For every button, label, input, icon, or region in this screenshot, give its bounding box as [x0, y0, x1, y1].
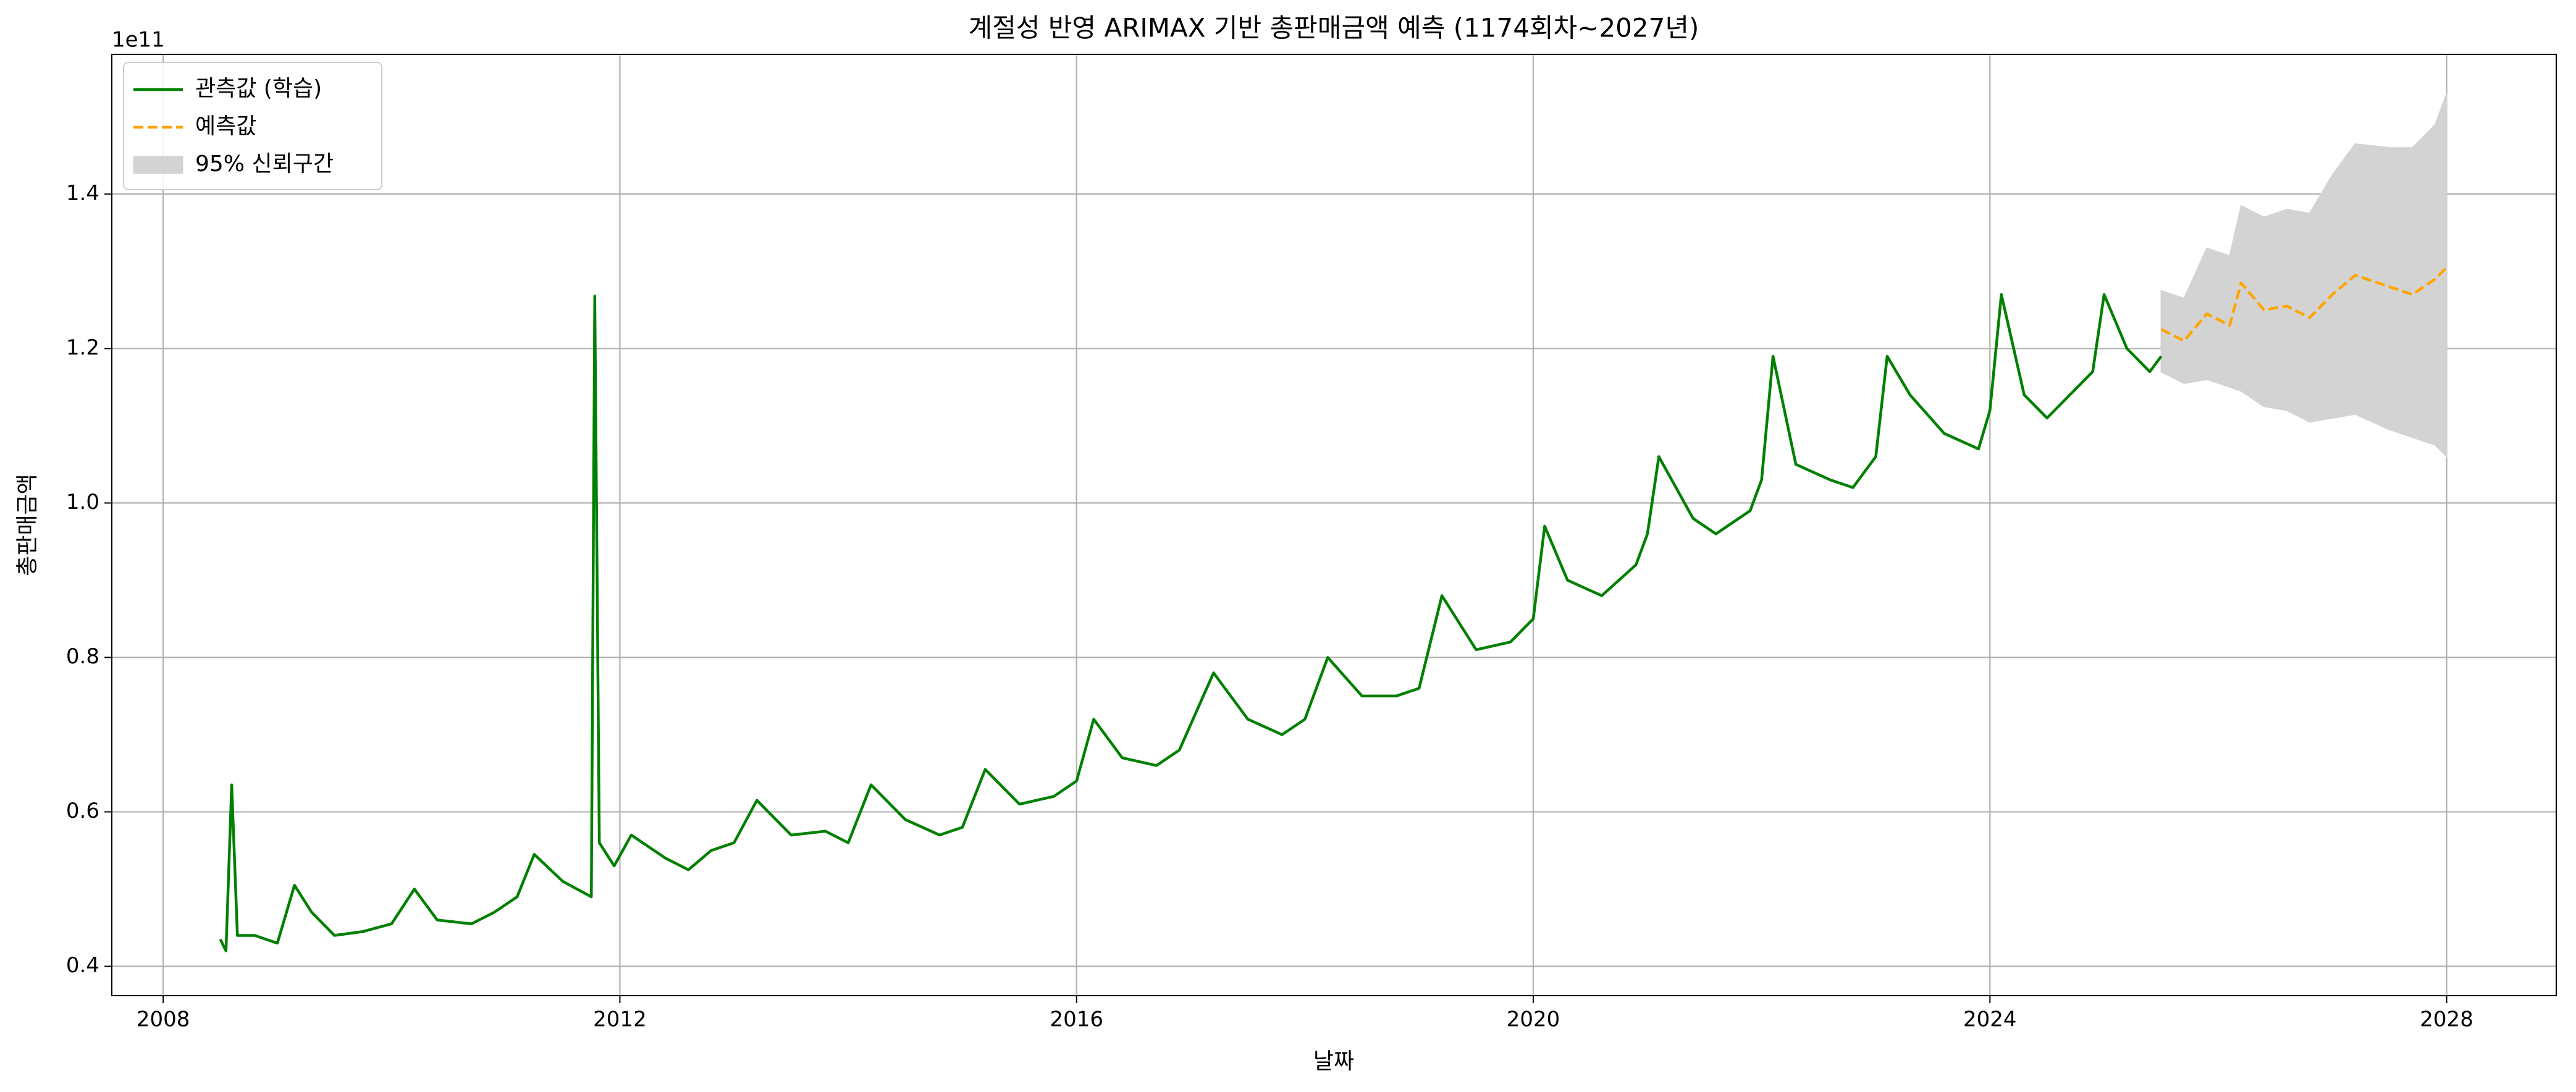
legend-label: 95% 신뢰구간 — [195, 151, 334, 177]
series-line — [2160, 266, 2448, 343]
legend-label: 예측값 — [195, 114, 256, 139]
y-tick-label: 1.4 — [66, 181, 99, 206]
y-tick-label: 1.2 — [66, 335, 99, 360]
y-tick-label: 0.8 — [66, 644, 99, 669]
confidence-band — [2160, 93, 2448, 458]
legend-swatch — [133, 156, 183, 174]
plot-frame — [111, 54, 2557, 996]
x-tick-label: 2012 — [593, 1007, 647, 1032]
x-axis-label: 날짜 — [1313, 1049, 1354, 1074]
y-offset-label: 1e11 — [112, 28, 165, 52]
x-tick-label: 2024 — [1963, 1007, 2017, 1032]
x-tick-label: 2008 — [137, 1007, 190, 1032]
legend-box — [123, 62, 382, 190]
x-tick-label: 2028 — [2420, 1007, 2473, 1032]
x-tick-label: 2016 — [1050, 1007, 1103, 1032]
legend: 관측값 (학습) 예측값 95% 신뢰구간 — [123, 62, 382, 190]
y-tick-label: 1.0 — [66, 490, 99, 514]
chart-title: 계절성 반영 ARIMAX 기반 총판매금액 예측 (1174회차~2027년) — [969, 13, 1699, 43]
x-tick-label: 2020 — [1507, 1007, 1560, 1032]
y-axis-label: 총판매금액 — [15, 474, 40, 576]
y-tick-label: 0.6 — [66, 799, 99, 823]
series-line — [219, 293, 2163, 952]
legend-label: 관측값 (학습) — [195, 76, 322, 101]
y-tick-label: 0.4 — [66, 953, 99, 978]
